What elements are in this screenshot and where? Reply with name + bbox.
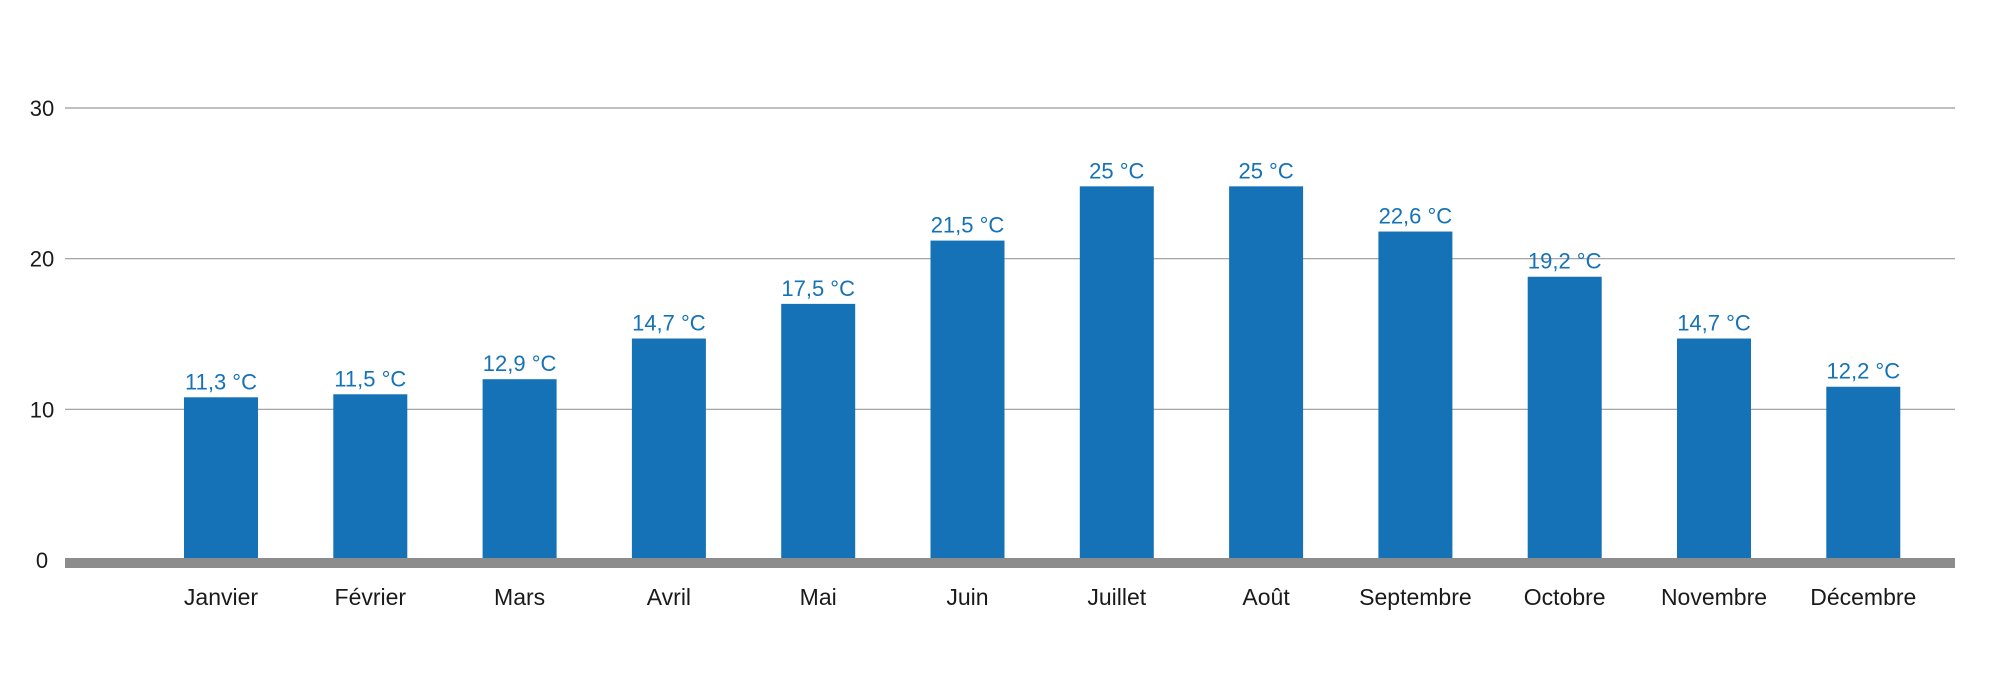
x-category-label: Octobre: [1524, 584, 1606, 610]
bar-avril: [631, 338, 706, 560]
bar-data-label: 19,2 °C: [1528, 249, 1602, 274]
x-category-label: Juin: [946, 584, 988, 610]
x-category-label: Février: [335, 584, 407, 610]
bar-février: [333, 394, 408, 560]
x-category-label: Juillet: [1087, 584, 1146, 610]
bar-septembre: [1378, 231, 1453, 560]
bar-data-label: 11,3 °C: [185, 369, 257, 394]
bar-data-labels: 11,3 °C 11,5 °C 12,9 °C 14,7 °C 17,5 °C 21,5 …: [185, 158, 1900, 394]
bar-data-label: 12,9 °C: [483, 351, 557, 376]
x-axis-baseline: [65, 558, 1955, 568]
y-tick-label: 30: [30, 96, 54, 121]
x-category-label: Avril: [647, 584, 691, 610]
bar-octobre: [1527, 276, 1602, 560]
bar-data-label: 21,5 °C: [931, 213, 1005, 238]
bar-data-label: 25 °C: [1089, 158, 1144, 183]
zero-baseline: [65, 558, 1955, 568]
x-category-label: Août: [1242, 584, 1290, 610]
y-tick-label: 0: [36, 548, 48, 573]
bar-août: [1229, 186, 1304, 560]
bar-juillet: [1079, 186, 1154, 560]
bar-data-label: 12,2 °C: [1826, 359, 1900, 384]
bars: [184, 186, 1901, 560]
gridlines: [65, 107, 1955, 410]
x-category-label: Novembre: [1661, 584, 1767, 610]
x-category-label: Mars: [494, 584, 545, 610]
bar-décembre: [1826, 386, 1901, 560]
bar-data-label: 17,5 °C: [781, 276, 855, 301]
bar-data-label: 25 °C: [1238, 158, 1293, 183]
y-tick-label: 20: [30, 247, 54, 272]
bar-data-label: 14,7 °C: [1677, 311, 1751, 336]
x-category-label: Mai: [800, 584, 837, 610]
x-category-label: Septembre: [1359, 584, 1472, 610]
x-category-label: Janvier: [184, 584, 258, 610]
bar-mars: [482, 379, 557, 560]
bar-mai: [781, 303, 856, 560]
bar-janvier: [184, 397, 258, 560]
bar-novembre: [1677, 338, 1751, 560]
bar-data-label: 11,5 °C: [334, 366, 406, 391]
x-axis-category-labels: Janvier Février Mars Avril Mai Juin Juillet Aoû…: [184, 584, 1916, 610]
bar-juin: [930, 240, 1005, 560]
x-category-label: Décembre: [1810, 584, 1916, 610]
y-tick-label: 10: [30, 397, 54, 422]
bar-data-label: 22,6 °C: [1379, 204, 1453, 229]
y-axis-tick-labels: 0 10 20 30: [30, 96, 54, 573]
bar-data-label: 14,7 °C: [632, 311, 706, 336]
